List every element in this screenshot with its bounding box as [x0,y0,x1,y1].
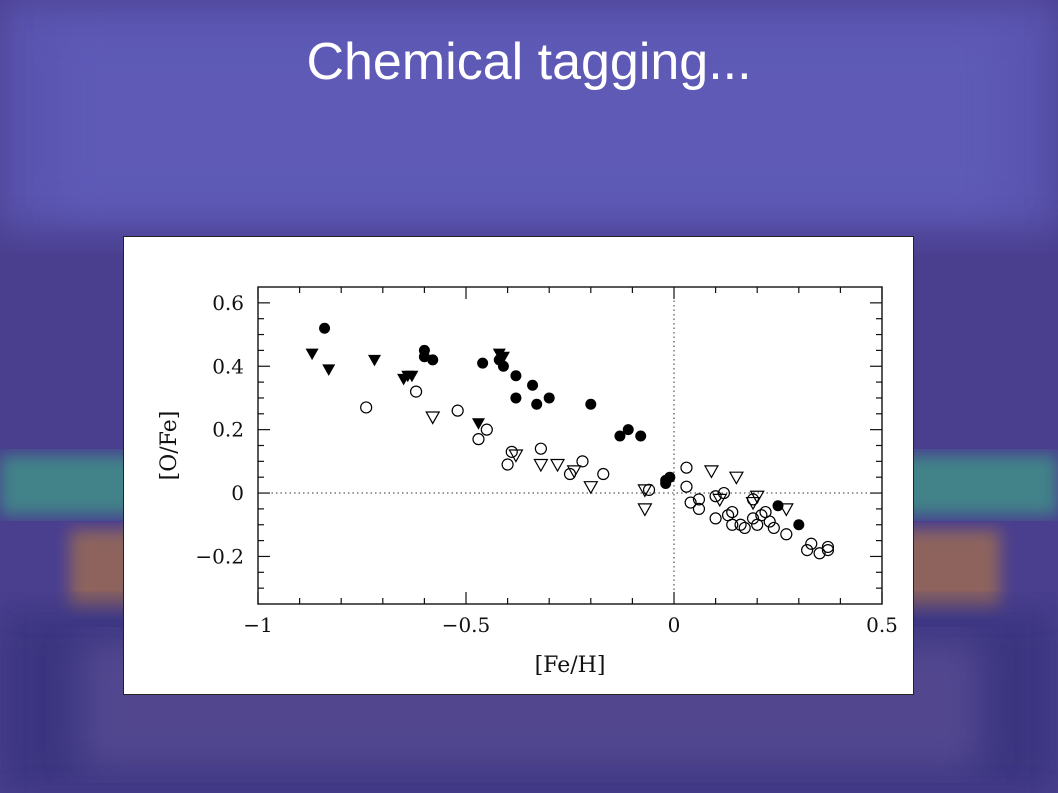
open-circle-point [805,537,818,550]
filled-circle-point [531,398,543,410]
filled-circle-point [585,398,597,410]
filled-circle-point [622,424,634,436]
scatter-plot: −1 −0.5 0 0.5 −0.2 0 0.2 0.4 0.6 [Fe/H] [O/Fe] [157,286,898,678]
open-circle-point [821,540,835,554]
open-circle-point [755,509,768,522]
filled-circle-point [772,500,784,512]
open-circle-point [684,496,697,509]
x-tick-label: 0.5 [866,613,898,637]
y-tick-label: 0.4 [212,354,244,378]
open-circle-point [709,512,722,525]
filled-triangle-point [405,370,419,383]
open-circle-point [734,518,747,531]
filled-circle-point [793,519,805,531]
open-triangle-point [703,465,719,479]
open-triangle-point [508,449,524,463]
open-circle-point [360,401,373,414]
open-triangle-point [566,465,582,479]
filled-triangle-point [471,418,485,430]
filled-triangle-point [496,351,510,364]
open-circle-point [801,544,814,557]
open-circle-point [763,515,776,528]
open-circle-point [726,518,739,531]
filled-circle-point [510,392,522,404]
open-triangle-point [749,490,765,504]
open-triangle-point [637,484,653,498]
open-circle-point [501,458,514,471]
open-triangle-point [533,458,549,473]
filled-circle-point [614,430,626,442]
open-circle-point [680,480,693,493]
open-triangle-point [583,481,599,495]
filled-circle-point [477,357,489,369]
chart-panel: −1 −0.5 0 0.5 −0.2 0 0.2 0.4 0.6 [Fe/H] [O/Fe] [123,236,914,695]
filled-circle-point [527,379,539,391]
y-tick-label: 0 [231,481,244,505]
y-axis-title: [O/Fe] [157,411,182,481]
open-circle-point [746,512,760,525]
plot-frame [257,286,883,605]
filled-triangle-point [322,364,336,376]
x-tick-label: 0 [668,613,681,637]
filled-circle-point [660,478,672,490]
open-triangle-point [637,503,653,517]
x-tick-label: −0.5 [442,613,491,637]
open-circle-point [692,502,706,515]
open-triangle-point [425,411,441,425]
x-tick-label: −1 [243,613,272,637]
open-circle-point [780,528,793,541]
open-circle-point [472,433,485,446]
open-circle-point [692,493,706,506]
y-tick-label: 0.2 [212,418,244,442]
filled-triangle-point [305,348,319,361]
open-circle-point [480,423,493,436]
open-triangle-point [712,493,728,508]
filled-circle-point [319,322,331,334]
filled-circle-point [497,360,509,372]
y-tick-label: 0.6 [212,291,244,315]
open-circle-point [680,461,693,474]
open-circle-point [534,442,547,455]
open-circle-point [709,490,722,503]
open-circle-point [451,404,464,417]
open-triangle-point [549,458,566,473]
slide-title: Chemical tagging... [306,33,752,91]
filled-circle-point [418,351,430,363]
open-circle-point [597,467,610,481]
open-circle-point [738,521,751,535]
filled-circle-point [543,392,555,404]
open-triangle-point [778,503,794,517]
open-circle-point [576,455,589,468]
open-circle-point [505,445,518,458]
x-axis-title: [Fe/H] [535,653,606,678]
open-triangle-point [728,471,744,485]
open-circle-point [813,547,826,560]
filled-triangle-point [367,354,381,367]
filled-circle-point [427,354,439,366]
open-triangle-point [745,496,761,511]
open-circle-point [767,521,780,535]
open-circle-point [821,544,835,557]
y-tick-label: −0.2 [195,544,244,568]
open-circle-point [726,505,739,519]
filled-circle-point [635,430,647,442]
open-circle-point [409,385,423,398]
filled-circle-point [510,370,522,382]
